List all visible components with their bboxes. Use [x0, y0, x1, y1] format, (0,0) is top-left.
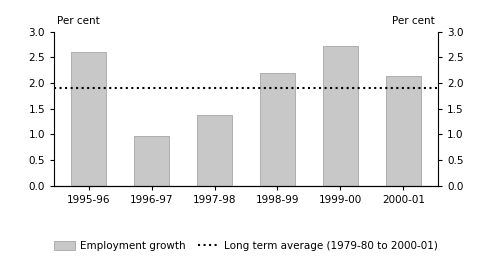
Bar — [260, 73, 295, 186]
Bar — [197, 115, 232, 186]
Bar — [386, 76, 421, 186]
Text: Per cent: Per cent — [57, 16, 100, 26]
Text: Per cent: Per cent — [392, 16, 435, 26]
Bar — [323, 46, 358, 186]
Bar — [71, 52, 106, 185]
Legend: Employment growth, Long term average (1979-80 to 2000-01): Employment growth, Long term average (19… — [50, 237, 442, 255]
Bar — [134, 136, 169, 186]
